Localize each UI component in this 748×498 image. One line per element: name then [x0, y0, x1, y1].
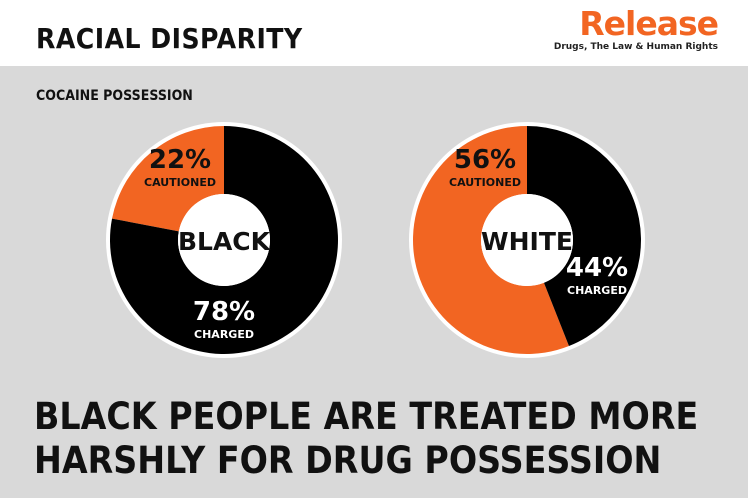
headline-line-1: BLACK PEOPLE ARE TREATED MORE [34, 395, 699, 438]
headline-line-2: HARSHLY FOR DRUG POSSESSION [34, 439, 662, 482]
headline: BLACK PEOPLE ARE TREATED MORE HARSHLY FO… [34, 395, 698, 483]
donut-hole [178, 194, 270, 286]
logo-name: Release [579, 4, 719, 43]
slice-percent-cautioned: 56% [454, 145, 516, 175]
slice-cautioned [112, 126, 224, 232]
slice-charged [110, 126, 339, 354]
logo-tagline: Drugs, The Law & Human Rights [553, 42, 718, 52]
slice-label-cautioned: CAUTIONED [144, 176, 216, 189]
slice-cautioned [413, 126, 569, 354]
donut-center-label: WHITE [481, 227, 573, 256]
chart-subtitle: COCAINE POSSESSION [36, 88, 193, 104]
donut-black: BLACK 22%CAUTIONED 78%CHARGED [106, 122, 342, 358]
slice-percent-charged: 78% [193, 297, 255, 327]
slice-label-charged: CHARGED [194, 328, 254, 341]
slice-percent-cautioned: 22% [149, 145, 211, 175]
slice-label-cautioned: CAUTIONED [449, 176, 521, 189]
slice-percent-charged: 44% [566, 253, 628, 283]
slice-charged [527, 126, 642, 346]
page-title: RACIAL DISPARITY [36, 22, 303, 55]
donut-hole [481, 194, 573, 286]
slice-label-charged: CHARGED [567, 284, 627, 297]
donut-center-label: BLACK [178, 227, 272, 256]
header-bar: RACIAL DISPARITY Release Drugs, The Law … [0, 0, 748, 66]
release-logo: Release Drugs, The Law & Human Rights [553, 4, 719, 53]
donut-white: WHITE 56%CAUTIONED 44%CHARGED [409, 122, 645, 358]
